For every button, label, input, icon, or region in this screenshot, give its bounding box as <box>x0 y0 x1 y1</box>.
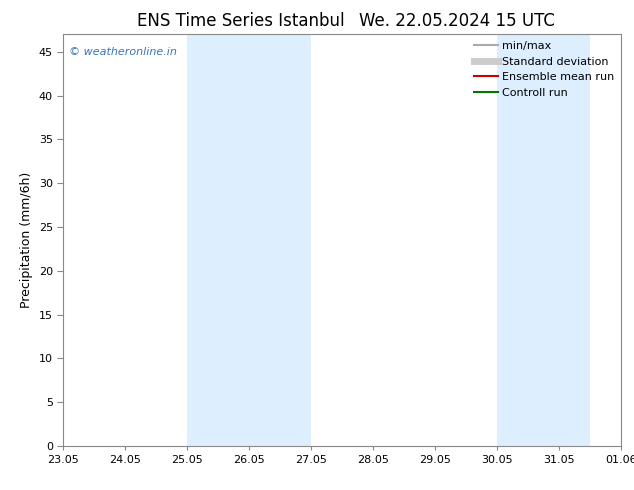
Y-axis label: Precipitation (mm/6h): Precipitation (mm/6h) <box>20 172 34 308</box>
Text: ENS Time Series Istanbul: ENS Time Series Istanbul <box>137 12 345 30</box>
Text: © weatheronline.in: © weatheronline.in <box>69 47 177 57</box>
Legend: min/max, Standard deviation, Ensemble mean run, Controll run: min/max, Standard deviation, Ensemble me… <box>469 37 619 102</box>
Text: We. 22.05.2024 15 UTC: We. 22.05.2024 15 UTC <box>359 12 554 30</box>
Bar <box>188 34 311 446</box>
Bar <box>497 34 590 446</box>
